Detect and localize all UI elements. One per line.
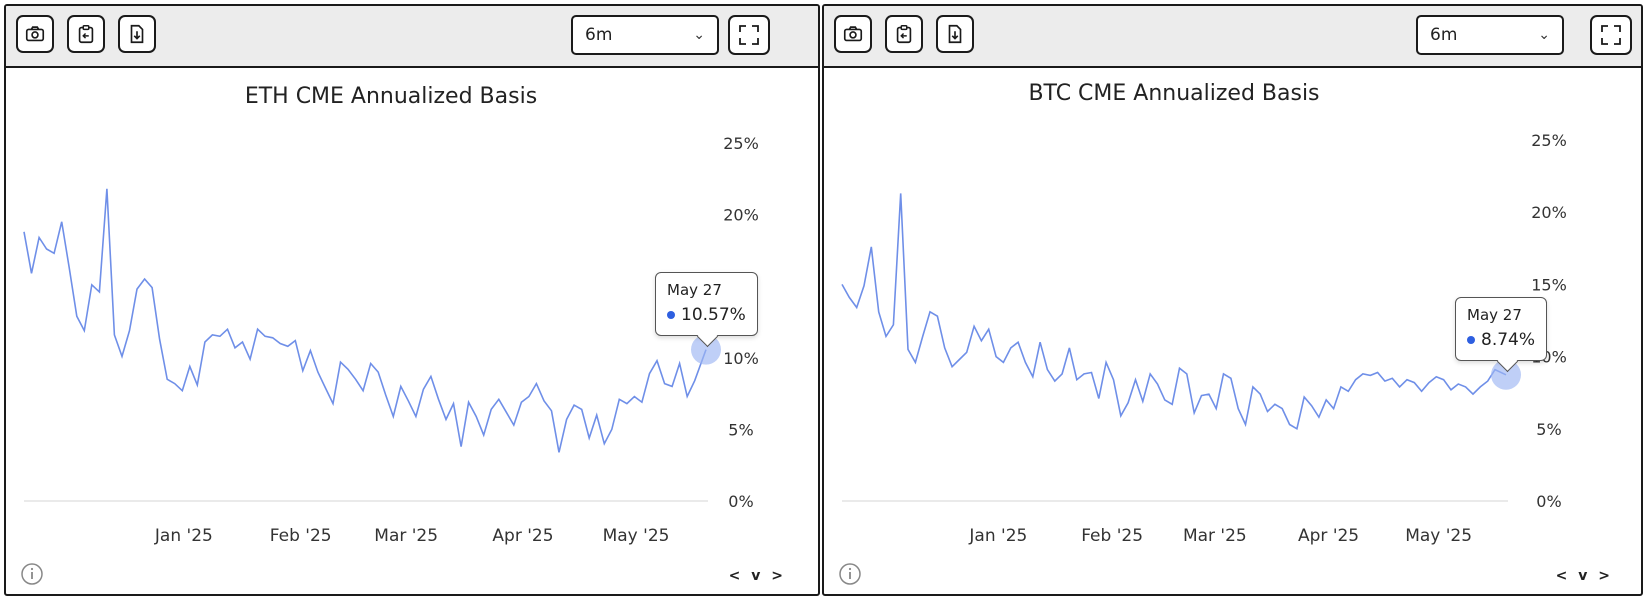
chart-nav-arrows[interactable]: < v >: [1555, 568, 1613, 584]
x-tick-label: Mar '25: [1183, 526, 1247, 546]
copy-button[interactable]: [67, 15, 105, 53]
screenshot-button[interactable]: [834, 15, 872, 53]
tooltip-date: May 27: [1467, 305, 1522, 324]
x-axis: Jan '25 Feb '25 Mar '25 Apr '25 May '25: [968, 526, 1472, 546]
chevron-down-icon: ⌄: [693, 27, 705, 43]
range-select[interactable]: 6m ⌄: [1416, 15, 1564, 55]
chart-toolbar: 6m ⌄: [824, 6, 1641, 68]
x-tick-label: Jan '25: [968, 526, 1027, 546]
y-tick-label: 20%: [723, 206, 759, 225]
download-icon: [948, 24, 962, 44]
range-select[interactable]: 6m ⌄: [571, 15, 719, 55]
clipboard-icon: [78, 25, 94, 44]
y-tick-label: 10%: [723, 349, 759, 368]
series-dot-icon: [1467, 335, 1475, 344]
x-tick-label: Mar '25: [374, 526, 438, 546]
y-tick-label: 15%: [1531, 275, 1567, 294]
range-select-value: 6m: [585, 25, 613, 45]
y-tick-label: 25%: [723, 134, 759, 153]
fullscreen-icon: [1601, 25, 1621, 45]
fullscreen-button[interactable]: [1590, 15, 1632, 55]
y-axis: 25%20%15%10%5%0%: [723, 134, 759, 511]
clipboard-icon: [896, 25, 912, 44]
chart-toolbar: 6m ⌄: [6, 6, 818, 68]
y-tick-label: 5%: [1536, 420, 1561, 439]
x-tick-label: Feb '25: [270, 526, 332, 546]
download-icon: [130, 24, 144, 44]
value-tooltip: May 27 10.57%: [655, 271, 758, 336]
y-tick-label: 5%: [728, 420, 753, 439]
y-tick-label: 0%: [1536, 492, 1561, 511]
hover-marker: [691, 334, 721, 365]
y-tick-label: 25%: [1531, 131, 1567, 150]
basis-line: [841, 193, 1507, 431]
x-tick-label: Jan '25: [154, 526, 213, 546]
eth-chart-panel: 6m ⌄ ETH CME Annualized Basis 25%20%15%1…: [4, 4, 820, 596]
btc-chart-panel: 6m ⌄ BTC CME Annualized Basis 25% 20% 15% 1…: [822, 4, 1643, 596]
eth-line-chart: ETH CME Annualized Basis 25%20%15%10%5%0…: [23, 84, 759, 546]
x-axis: Jan '25 Feb '25 Mar '25 Apr '25 May '25: [154, 526, 670, 546]
info-icon[interactable]: [838, 562, 862, 586]
y-tick-label: 20%: [1531, 203, 1567, 222]
tooltip-date: May 27: [667, 280, 722, 299]
x-tick-label: Apr '25: [1298, 526, 1359, 546]
copy-button[interactable]: [885, 15, 923, 53]
series-dot-icon: [667, 310, 675, 319]
x-tick-label: Feb '25: [1081, 526, 1143, 546]
chart-title: ETH CME Annualized Basis: [245, 84, 537, 109]
basis-line: [23, 188, 707, 453]
camera-icon: [843, 26, 863, 42]
download-button[interactable]: [936, 15, 974, 53]
tooltip-value: 8.74%: [1481, 329, 1536, 350]
y-tick-label: 0%: [728, 492, 753, 511]
chart-title: BTC CME Annualized Basis: [1028, 81, 1319, 106]
x-tick-label: May '25: [1405, 526, 1472, 546]
info-icon[interactable]: [20, 562, 44, 586]
camera-icon: [25, 26, 45, 42]
hover-marker: [1491, 359, 1521, 390]
screenshot-button[interactable]: [16, 15, 54, 53]
value-tooltip: May 27 8.74%: [1455, 296, 1548, 361]
fullscreen-button[interactable]: [728, 15, 770, 55]
y-axis: 25%20%15%10%5%0%: [1531, 131, 1567, 511]
x-tick-label: May '25: [603, 526, 670, 546]
tooltip-value: 10.57%: [681, 304, 746, 325]
x-tick-label: Apr '25: [492, 526, 553, 546]
btc-line-chart: BTC CME Annualized Basis 25%20%15%10%5%0…: [841, 81, 1567, 546]
fullscreen-icon: [739, 25, 759, 45]
chevron-down-icon: ⌄: [1538, 27, 1550, 43]
chart-nav-arrows[interactable]: < v >: [728, 568, 786, 584]
range-select-value: 6m: [1430, 25, 1458, 45]
download-button[interactable]: [118, 15, 156, 53]
